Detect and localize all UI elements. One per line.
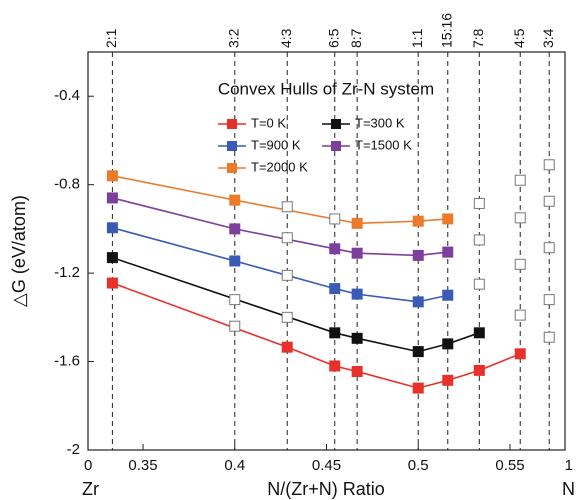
legend-marker: [227, 141, 237, 151]
series-line: [112, 282, 521, 389]
legend-label: T=0 K: [251, 115, 286, 130]
off-hull-point: [543, 294, 555, 306]
hull-point: [514, 348, 526, 360]
hull-point: [229, 255, 241, 267]
hull-point: [229, 194, 241, 206]
hull-point: [229, 223, 241, 235]
ratio-label: 4:3: [278, 28, 294, 48]
hull-point: [473, 364, 485, 376]
off-hull-point: [543, 242, 555, 254]
chart-title: Convex Hulls of Zr-N system: [218, 79, 434, 98]
off-hull-point: [514, 258, 526, 270]
y-tick-label: -0.8: [54, 176, 80, 193]
off-hull-point: [543, 331, 555, 343]
hull-point: [442, 213, 454, 225]
legend-marker: [227, 119, 237, 129]
hull-point: [106, 170, 118, 182]
ratio-label: 2:1: [103, 28, 119, 48]
legend-label: T=1500 K: [355, 137, 412, 152]
y-tick-label: -1.2: [54, 264, 80, 281]
hull-point: [106, 277, 118, 289]
hull-point: [442, 289, 454, 301]
x-tick-label: 0.4: [224, 457, 245, 474]
hull-point: [351, 366, 363, 378]
y-tick-label: -0.4: [54, 87, 80, 104]
off-hull-point: [473, 197, 485, 209]
hull-point: [351, 288, 363, 300]
off-hull-point: [473, 234, 485, 246]
hull-point: [106, 192, 118, 204]
hull-point: [473, 327, 485, 339]
off-hull-point: [514, 309, 526, 321]
hull-point: [442, 374, 454, 386]
hull-point: [412, 382, 424, 394]
x-end-tick-label: 0: [84, 457, 92, 474]
hull-point: [351, 332, 363, 344]
off-hull-point: [473, 278, 485, 290]
plot-frame: [87, 51, 566, 451]
x-tick-label: 0.45: [312, 457, 341, 474]
series-line: [112, 197, 448, 257]
x-end-tick-label: 1: [565, 457, 573, 474]
x-tick-label: 0.35: [128, 457, 157, 474]
hull-point: [106, 252, 118, 264]
hull-point: [281, 341, 293, 353]
x-end-element-label: N: [562, 479, 575, 499]
series-line: [112, 175, 448, 225]
x-end-element-label: Zr: [82, 479, 99, 499]
hull-point: [329, 360, 341, 372]
legend-marker: [331, 119, 341, 129]
y-tick-label: -2: [67, 441, 80, 458]
hull-point: [329, 327, 341, 339]
hull-point: [442, 246, 454, 258]
hull-point: [412, 296, 424, 308]
hull-point: [329, 243, 341, 255]
off-hull-point: [281, 201, 293, 213]
x-tick-label: 0.55: [495, 457, 524, 474]
series-line: [112, 256, 480, 353]
ratio-label: 7:8: [470, 28, 486, 48]
y-axis-label: △G (eV/atom): [9, 195, 29, 307]
off-hull-point: [514, 212, 526, 224]
off-hull-point: [229, 320, 241, 332]
off-hull-point: [543, 195, 555, 207]
hull-point: [106, 222, 118, 234]
off-hull-point: [229, 294, 241, 306]
legend-marker: [227, 163, 237, 173]
hull-point: [351, 217, 363, 229]
hull-point: [412, 215, 424, 227]
ratio-label: 1:1: [409, 28, 425, 48]
x-tick-label: 0.5: [408, 457, 429, 474]
hull-point: [329, 283, 341, 295]
hull-point: [351, 247, 363, 259]
legend-label: T=2000 K: [251, 159, 308, 174]
ratio-label: 3:2: [225, 28, 241, 48]
ratio-label: 15:16: [438, 13, 454, 48]
off-hull-point: [514, 174, 526, 186]
ratio-label: 8:7: [348, 28, 364, 48]
hull-point: [442, 338, 454, 350]
x-axis-label: N/(Zr+N) Ratio: [267, 479, 385, 499]
off-hull-point: [281, 269, 293, 281]
off-hull-point: [281, 311, 293, 323]
ratio-label: 6:5: [325, 28, 341, 48]
ratio-label: 3:4: [540, 28, 556, 48]
off-hull-point: [543, 159, 555, 171]
legend-marker: [331, 141, 341, 151]
series-line: [112, 227, 448, 303]
off-hull-point: [281, 232, 293, 244]
hull-point: [412, 346, 424, 358]
legend-label: T=300 K: [355, 115, 405, 130]
y-tick-label: -1.6: [54, 353, 80, 370]
ratio-label: 4:5: [511, 28, 527, 48]
off-hull-point: [329, 213, 341, 225]
legend-label: T=900 K: [251, 137, 301, 152]
hull-point: [412, 249, 424, 261]
